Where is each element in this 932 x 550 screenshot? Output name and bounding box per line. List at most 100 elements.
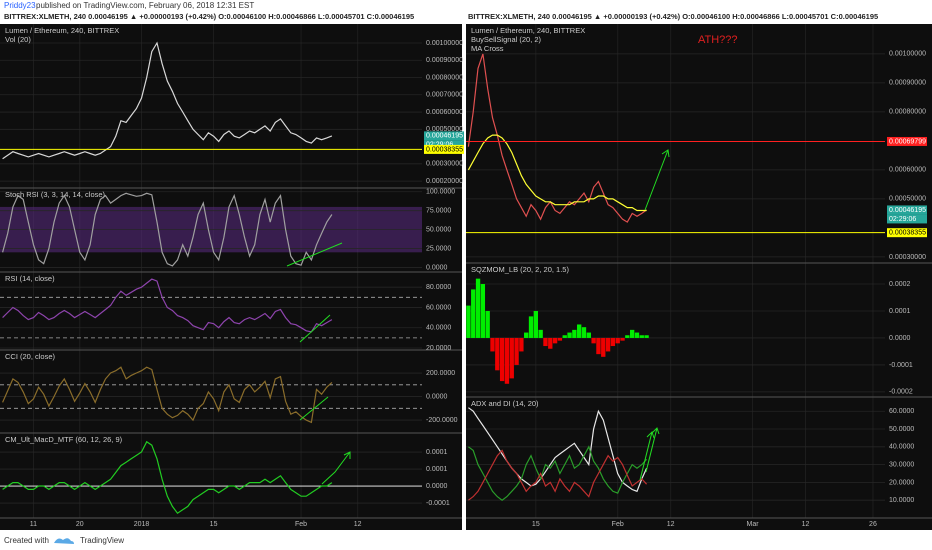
x-tick-label: 15: [210, 521, 218, 528]
y-tick-label: 0.0001: [426, 449, 448, 456]
y-tick-label: 0.00100000: [426, 40, 463, 47]
histogram-bar: [620, 337, 625, 341]
histogram-bar: [475, 278, 481, 338]
x-tick-label: Feb: [612, 521, 624, 528]
y-tick-label: 0.00090000: [889, 80, 926, 87]
histogram-bar: [480, 284, 486, 338]
series-line: [2, 192, 333, 267]
histogram-bar: [519, 337, 524, 352]
y-tick-label: 0.0000: [889, 335, 911, 342]
histogram-bar: [629, 329, 635, 338]
published-note: published on TradingView.com, February 0…: [36, 1, 254, 10]
y-tick-label: 100.0000: [426, 189, 455, 196]
series-line: [2, 278, 333, 333]
panel-label: SQZMOM_LB (20, 2, 20, 1.5): [471, 265, 569, 274]
x-tick-label: Feb: [295, 521, 307, 528]
x-tick-label: 20: [76, 521, 84, 528]
y-tick-label: 20.0000: [889, 479, 914, 486]
series-line: [467, 134, 647, 212]
arrow-head: [651, 427, 660, 435]
histogram-bar: [615, 337, 620, 344]
histogram-bar: [610, 337, 616, 347]
price-tag: [887, 205, 927, 215]
y-tick-label: 0.00030000: [426, 161, 463, 168]
y-tick-label: 0.00090000: [426, 57, 463, 64]
panel-label: Vol (20): [5, 35, 31, 44]
histogram-bar: [591, 337, 596, 344]
y-tick-label: 0.0001: [889, 308, 911, 315]
histogram-bar: [504, 337, 510, 384]
histogram-bar: [601, 337, 606, 357]
y-tick-label: 200.0000: [426, 370, 455, 377]
histogram-bar: [543, 337, 548, 347]
histogram-bar: [557, 337, 563, 341]
y-tick-label: 0.00030000: [889, 254, 926, 261]
y-tick-label: 80.0000: [426, 284, 451, 291]
y-tick-label: 0.00020000: [426, 178, 463, 185]
arrow-head: [343, 451, 351, 459]
histogram-bar: [596, 337, 601, 355]
chart-marks: 11 20 2018 15 Feb 12 0.00100000 0.00090000 0.000…: [0, 24, 932, 528]
y-tick-label: -200.0000: [426, 417, 458, 424]
price-tag: [887, 136, 927, 146]
y-tick-label: 0.0001: [426, 466, 448, 473]
y-tick-label: 60.0000: [889, 408, 914, 415]
series-line: [2, 366, 333, 424]
y-tick-label: 0.0000: [426, 393, 448, 400]
arrow-head: [661, 149, 670, 158]
tradingview-logo: [54, 538, 74, 544]
panel-label: CM_Ult_MacD_MTF (60, 12, 26, 9): [5, 435, 123, 444]
histogram-bar: [490, 337, 495, 352]
histogram-bar: [625, 335, 630, 338]
histogram-bar: [528, 316, 534, 338]
price-tag-label: 0.00038355: [426, 146, 463, 153]
price-tag-label: 0.00046195: [426, 133, 463, 140]
y-tick-label: 0.00080000: [889, 109, 926, 116]
y-tick-label: 0.00070000: [426, 92, 463, 99]
y-tick-label: 0.00060000: [889, 167, 926, 174]
arrow: [645, 427, 658, 473]
y-tick-label: 75.0000: [426, 208, 451, 215]
trend-line: [299, 396, 329, 421]
x-tick-label: 12: [667, 521, 675, 528]
histogram-bar: [514, 337, 519, 365]
y-tick-label: 0.00050000: [889, 196, 926, 203]
author[interactable]: Priddy23: [4, 1, 36, 10]
y-tick-label: -0.0002: [889, 389, 913, 396]
histogram-bar: [586, 332, 591, 338]
histogram-bar: [567, 332, 572, 338]
histogram-bar: [524, 332, 529, 338]
x-tick-label: 2018: [134, 521, 150, 528]
histogram-bar: [533, 310, 539, 338]
drawings: [286, 149, 670, 485]
x-tick-label: 12: [802, 521, 810, 528]
y-tick-label: 60.0000: [426, 304, 451, 311]
series-line: [2, 440, 333, 515]
price-tag: [424, 131, 464, 141]
y-tick-label: 10.0000: [889, 497, 914, 504]
trend-line: [286, 242, 343, 267]
panel-label: ADX and DI (14, 20): [471, 399, 539, 408]
x-tick-label: 26: [869, 521, 877, 528]
series-line: [467, 53, 647, 223]
countdown-tag: [887, 214, 927, 224]
y-tick-label: 0.0000: [426, 483, 448, 490]
histogram-bar: [538, 329, 543, 338]
histogram-bar: [499, 337, 505, 382]
histogram-bar: [644, 335, 649, 338]
y-tick-label: 0.00080000: [426, 74, 463, 81]
y-tick-label: 0.00060000: [426, 109, 463, 116]
ticker-line: BITTREX:XLMETH, 240 0.00046195 ▲ +0.0000…: [468, 12, 878, 21]
y-tick-label: 0.00100000: [889, 51, 926, 58]
footer-brand[interactable]: TradingView: [80, 536, 124, 545]
arrow: [639, 431, 653, 481]
y-tick-label: 0.0000: [426, 264, 448, 271]
panel-label: Lumen / Ethereum, 240, BITTREX: [5, 26, 119, 35]
series-line: [468, 407, 648, 493]
panel-label: RSI (14, close): [5, 274, 55, 283]
x-tick-label: 12: [354, 521, 362, 528]
arrow-head: [646, 431, 655, 439]
x-tick-label: 11: [30, 521, 37, 528]
